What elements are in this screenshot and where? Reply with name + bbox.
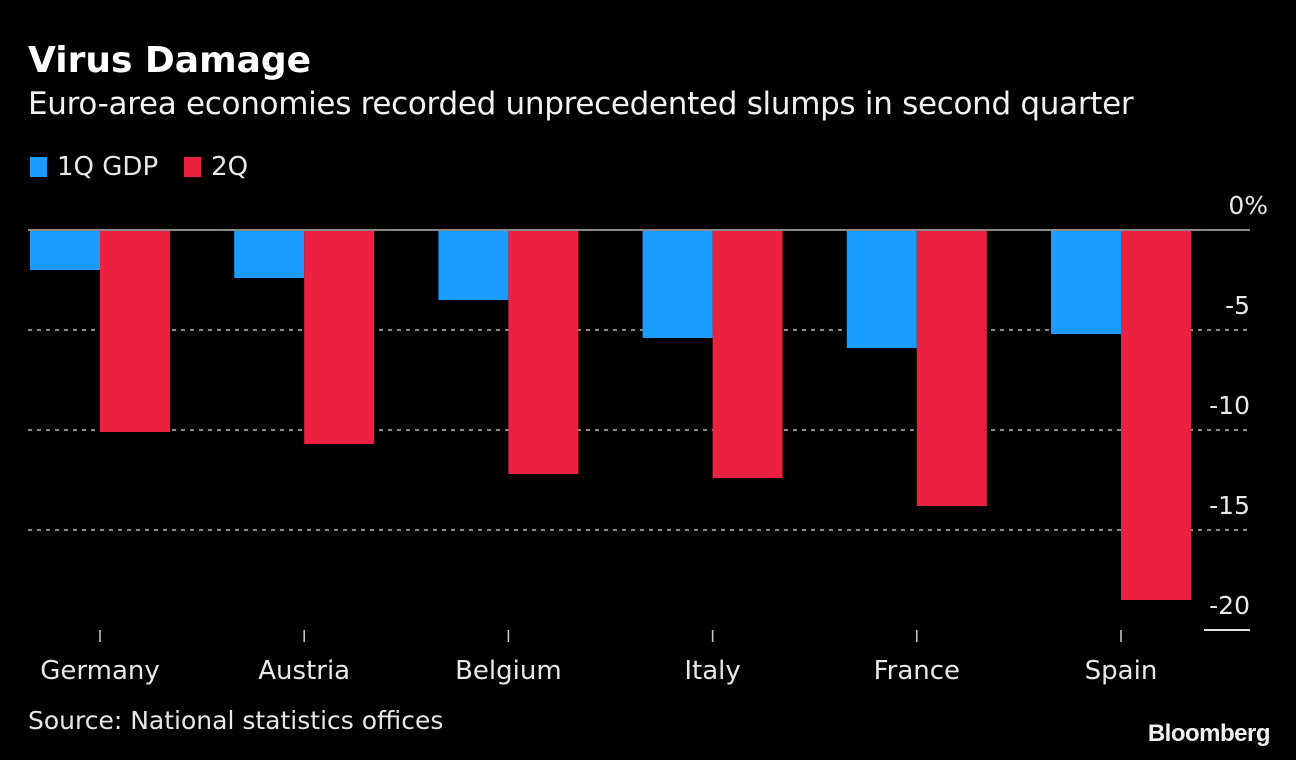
bar-2q-austria	[304, 230, 375, 444]
bar-2q-italy	[712, 230, 783, 478]
bar-2q-spain	[1121, 230, 1191, 600]
bar-2q-belgium	[508, 230, 579, 474]
legend-swatch-2q	[184, 157, 202, 177]
bar-1q-germany	[30, 230, 100, 270]
bar-1q-austria	[234, 230, 305, 278]
legend: 1Q GDP 2Q	[30, 152, 274, 182]
labels: 0% -5 -10 -15 -20 Germany Austria Belgium Italy F…	[40, 191, 1268, 686]
source-note: Source: National statistics offices	[28, 706, 444, 735]
chart-subtitle: Euro-area economies recorded unprecedent…	[28, 86, 1134, 122]
y-tick-label: -5	[1225, 291, 1250, 320]
x-tick-label: Italy	[684, 656, 740, 686]
legend-label-1q: 1Q GDP	[57, 152, 159, 182]
bar-1q-france	[846, 230, 917, 348]
bars	[30, 230, 1191, 600]
chart-title: Virus Damage	[28, 40, 312, 81]
axes	[28, 229, 1250, 642]
x-tick-label: Germany	[40, 656, 160, 686]
y-tick-label: 0%	[1228, 191, 1268, 220]
y-tick-label: -20	[1209, 591, 1250, 620]
legend-label-2q: 2Q	[211, 152, 249, 182]
x-tick-label: Austria	[258, 656, 350, 686]
grid-lines	[28, 329, 1250, 531]
bar-1q-belgium	[438, 230, 509, 300]
x-tick-label: Spain	[1085, 656, 1158, 686]
legend-item-1q: 1Q GDP	[30, 152, 158, 182]
bar-2q-germany	[100, 230, 170, 432]
bloomberg-logo: Bloomberg	[1147, 720, 1271, 747]
legend-swatch-1q	[30, 157, 47, 177]
y-tick-label: -15	[1209, 491, 1250, 520]
x-tick-label: Belgium	[455, 656, 562, 686]
y-tick-label: -10	[1209, 391, 1250, 420]
bar-1q-italy	[642, 230, 713, 338]
x-tick-label: France	[874, 656, 960, 686]
bar-1q-spain	[1051, 230, 1121, 334]
legend-item-2q: 2Q	[184, 152, 248, 182]
bar-2q-france	[916, 230, 987, 506]
